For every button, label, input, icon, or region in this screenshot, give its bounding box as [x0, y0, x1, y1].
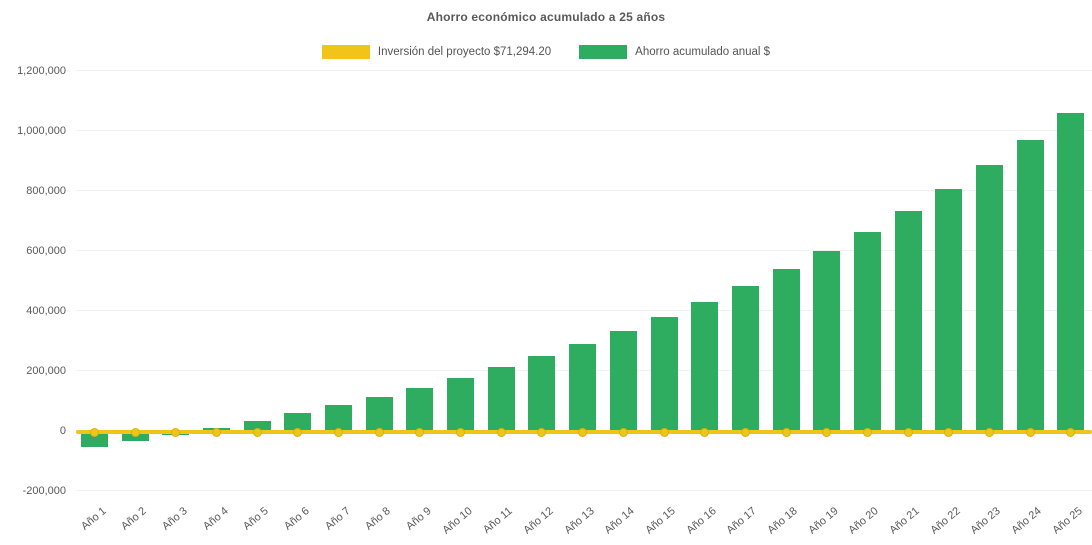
- y-axis-tick-label: -200,000: [22, 484, 66, 497]
- gridline: [76, 130, 1092, 131]
- investment-line-marker: [374, 427, 384, 437]
- bar-año-7: [325, 405, 353, 431]
- savings-legend-label: Ahorro acumulado anual $: [635, 46, 771, 58]
- investment-line-marker: [90, 427, 99, 437]
- chart-title: Ahorro económico acumulado a 25 años: [426, 10, 666, 24]
- bar-año-21: [894, 211, 922, 431]
- investment-legend-label: Inversión del proyecto $71,294.20: [377, 46, 552, 58]
- bar-año-11: [487, 367, 515, 431]
- investment-line-marker: [1025, 427, 1035, 437]
- bar-año-13: [569, 343, 597, 431]
- investment-line-marker: [862, 427, 872, 437]
- bar-año-16: [691, 302, 719, 431]
- investment-line-marker: [740, 427, 750, 437]
- gridline: [76, 70, 1092, 71]
- gridline: [76, 490, 1092, 491]
- investment-line-marker: [700, 427, 710, 437]
- investment-line-marker: [578, 427, 588, 437]
- investment-line-marker: [618, 427, 628, 437]
- investment-line-marker: [252, 427, 262, 437]
- y-axis-tick-label: 600,000: [26, 244, 66, 257]
- y-axis-tick-label: 800,000: [26, 184, 66, 197]
- bar-año-10: [447, 377, 475, 431]
- investment-line-marker: [781, 427, 791, 437]
- investment-line-marker: [984, 427, 994, 437]
- bar-año-19: [813, 251, 841, 431]
- investment-line-marker: [496, 427, 506, 437]
- bar-año-12: [528, 355, 556, 431]
- bar-año-5: [243, 420, 271, 431]
- bar-año-14: [609, 330, 637, 431]
- bar-año-18: [772, 269, 800, 431]
- investment-line-marker: [171, 427, 181, 437]
- gridline: [76, 250, 1092, 251]
- bar-año-25: [1057, 112, 1085, 431]
- investment-line-marker: [456, 427, 466, 437]
- y-axis-tick-label: 1,200,000: [17, 64, 66, 77]
- investment-line-marker: [659, 427, 669, 437]
- y-axis-tick-label: 0: [59, 424, 66, 437]
- investment-line-marker: [903, 427, 913, 437]
- investment-line-marker: [1066, 427, 1076, 437]
- bar-año-17: [731, 286, 759, 431]
- y-axis-tick-label: 400,000: [26, 304, 66, 317]
- gridline: [76, 190, 1092, 191]
- bar-año-8: [365, 396, 393, 431]
- bar-año-1: [81, 430, 108, 447]
- bar-año-24: [1016, 139, 1044, 431]
- investment-line-marker: [944, 427, 954, 437]
- y-axis-tick-label: 1,000,000: [17, 124, 66, 137]
- legend-item-savings: Ahorro acumulado anual $: [579, 45, 770, 59]
- bar-año-15: [650, 316, 678, 431]
- investment-line-marker: [537, 427, 547, 437]
- bar-año-6: [284, 413, 312, 431]
- bar-año-20: [853, 231, 881, 431]
- investment-legend-swatch: [321, 45, 370, 59]
- investment-line-marker: [212, 427, 222, 437]
- investment-line-marker: [334, 427, 344, 437]
- investment-line-marker: [822, 427, 832, 437]
- bar-año-23: [975, 165, 1003, 431]
- investment-line-marker: [130, 427, 140, 437]
- gridline: [76, 310, 1092, 311]
- savings-legend-swatch: [579, 45, 628, 59]
- investment-line-marker: [415, 427, 425, 437]
- y-axis-tick-label: 200,000: [26, 364, 66, 377]
- legend-item-investment: Inversión del proyecto $71,294.20: [321, 45, 552, 59]
- bar-año-22: [935, 188, 963, 431]
- bar-año-9: [406, 387, 434, 431]
- investment-line-marker: [293, 427, 303, 437]
- chart-legend: Inversión del proyecto $71,294.20 Ahorro…: [0, 45, 1092, 59]
